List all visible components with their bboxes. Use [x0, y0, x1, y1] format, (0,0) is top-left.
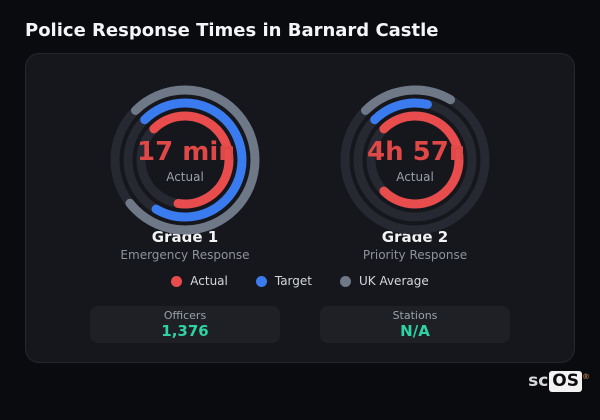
stat-stations-value: N/A	[400, 321, 430, 340]
scos-logo: sc OS ®	[528, 371, 590, 392]
legend-dot-actual-icon	[171, 275, 183, 287]
legend-item-target[interactable]: Target	[255, 274, 312, 288]
grade-2-sublabel: Priority Response	[362, 248, 468, 262]
grade-2-ring-chart	[340, 85, 490, 235]
grade-2-gauge: 4h 57m Actual	[335, 80, 495, 240]
gauges-row: 17 min Actual Grade 1 Emergency Response…	[26, 80, 574, 262]
grade-1-ring-chart	[110, 85, 260, 235]
gauge-column-grade-2: 4h 57m Actual Grade 2 Priority Response	[335, 80, 495, 262]
response-times-card: 17 min Actual Grade 1 Emergency Response…	[25, 53, 575, 363]
registered-trademark-icon: ®	[582, 372, 590, 381]
legend-label-actual: Actual	[190, 274, 228, 288]
scos-logo-prefix: sc	[528, 371, 549, 391]
stat-officers-label: Officers	[163, 308, 207, 322]
page-title: Police Response Times in Barnard Castle	[25, 20, 439, 41]
stat-officers: Officers 1,376	[90, 306, 280, 343]
legend-item-uk-average[interactable]: UK Average	[339, 274, 429, 288]
legend: Actual Target UK Average	[26, 274, 574, 288]
legend-label-uk-average: UK Average	[358, 274, 429, 288]
gauge-column-grade-1: 17 min Actual Grade 1 Emergency Response	[105, 80, 265, 262]
grade-1-gauge: 17 min Actual	[105, 80, 265, 240]
grade-1-sublabel: Emergency Response	[120, 248, 250, 262]
stat-officers-value: 1,376	[161, 321, 209, 340]
scos-logo-box: OS	[549, 371, 582, 392]
stat-stations-label: Stations	[392, 308, 438, 322]
footer: sc OS ®	[0, 371, 590, 392]
stats-row: Officers 1,376 Stations N/A	[26, 306, 574, 343]
legend-item-actual[interactable]: Actual	[171, 274, 228, 288]
stat-stations: Stations N/A	[320, 306, 510, 343]
legend-label-target: Target	[274, 274, 312, 288]
legend-dot-target-icon	[255, 275, 267, 287]
legend-dot-uk-average-icon	[339, 275, 351, 287]
